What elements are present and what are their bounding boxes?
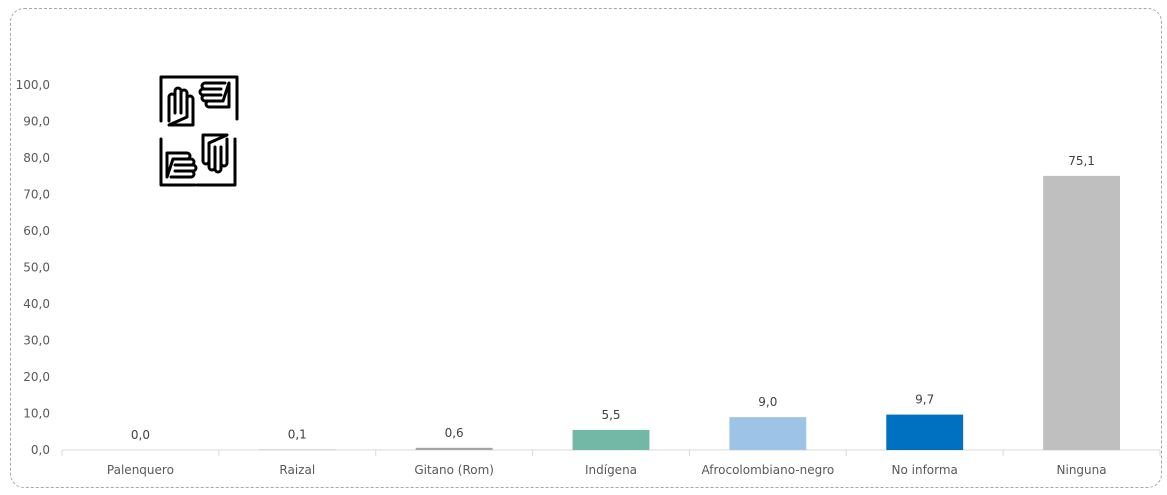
x-tick-label: Palenquero — [107, 463, 174, 477]
data-label: 9,7 — [915, 393, 934, 407]
y-tick-label: 30,0 — [23, 334, 50, 348]
x-tick-label: Raizal — [279, 463, 315, 477]
y-axis: 0,0 10,0 20,0 30,0 40,0 50,0 60,0 70,0 80,0 90,0 1… — [16, 78, 50, 457]
y-tick-label: 50,0 — [23, 261, 50, 275]
data-label: 0,0 — [131, 428, 150, 442]
data-label: 75,1 — [1068, 154, 1095, 168]
bar — [729, 417, 807, 450]
bar — [572, 429, 650, 450]
y-tick-label: 20,0 — [23, 370, 50, 384]
bar — [1043, 175, 1121, 450]
y-tick-label: 0,0 — [31, 443, 50, 457]
bars — [258, 175, 1121, 450]
x-tick-label: No informa — [892, 463, 958, 477]
joined-hands-icon — [159, 73, 239, 187]
x-axis: Palenquero Raizal Gitano (Rom) Indígena Afro… — [61, 449, 1161, 477]
data-label: 0,1 — [288, 428, 307, 442]
bar — [415, 447, 493, 450]
bar — [886, 414, 964, 450]
chart-frame — [10, 8, 1162, 488]
y-tick-label: 100,0 — [16, 78, 50, 92]
x-tick-label: Gitano (Rom) — [414, 463, 494, 477]
data-label: 0,6 — [445, 426, 464, 440]
x-tick-label: Afrocolombiano-negro — [701, 463, 834, 477]
y-tick-label: 80,0 — [23, 151, 50, 165]
y-tick-label: 40,0 — [23, 297, 50, 311]
x-tick-label: Ninguna — [1057, 463, 1107, 477]
data-labels: 0,0 0,1 0,6 5,5 9,0 9,7 75,1 — [131, 154, 1095, 442]
y-tick-label: 10,0 — [23, 407, 50, 421]
y-tick-label: 90,0 — [23, 115, 50, 129]
data-label: 5,5 — [601, 408, 620, 422]
y-tick-label: 60,0 — [23, 224, 50, 238]
data-label: 9,0 — [758, 395, 777, 409]
y-tick-label: 70,0 — [23, 188, 50, 202]
x-tick-label: Indígena — [585, 463, 637, 477]
